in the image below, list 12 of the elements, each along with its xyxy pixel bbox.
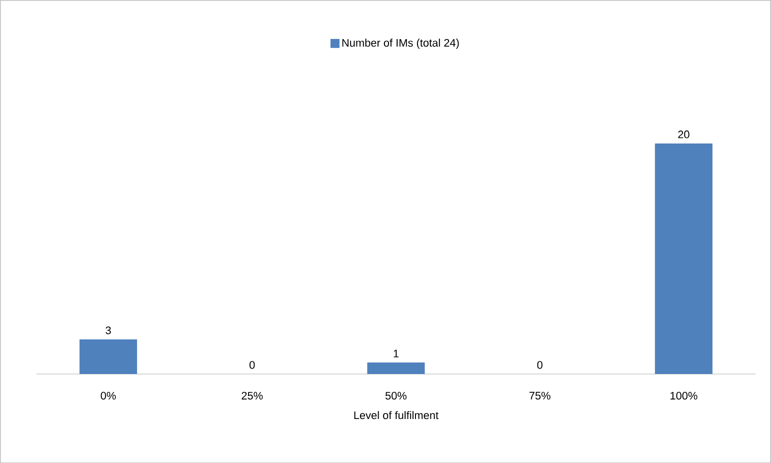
- data-label: 20: [678, 130, 690, 138]
- x-tick-label: 75%: [529, 392, 550, 400]
- x-tick-label: 50%: [385, 392, 407, 400]
- data-label: 0: [537, 360, 542, 369]
- legend-label: Number of IMs (total 24): [342, 38, 459, 49]
- x-axis-title: Level of fulfilment: [354, 410, 438, 419]
- data-label: 0: [250, 360, 255, 369]
- x-tick-label: 100%: [670, 392, 698, 400]
- data-label: 3: [106, 326, 111, 334]
- x-tick-label: 0%: [100, 392, 116, 400]
- data-label: 1: [394, 350, 399, 358]
- x-tick-label: 25%: [242, 392, 263, 400]
